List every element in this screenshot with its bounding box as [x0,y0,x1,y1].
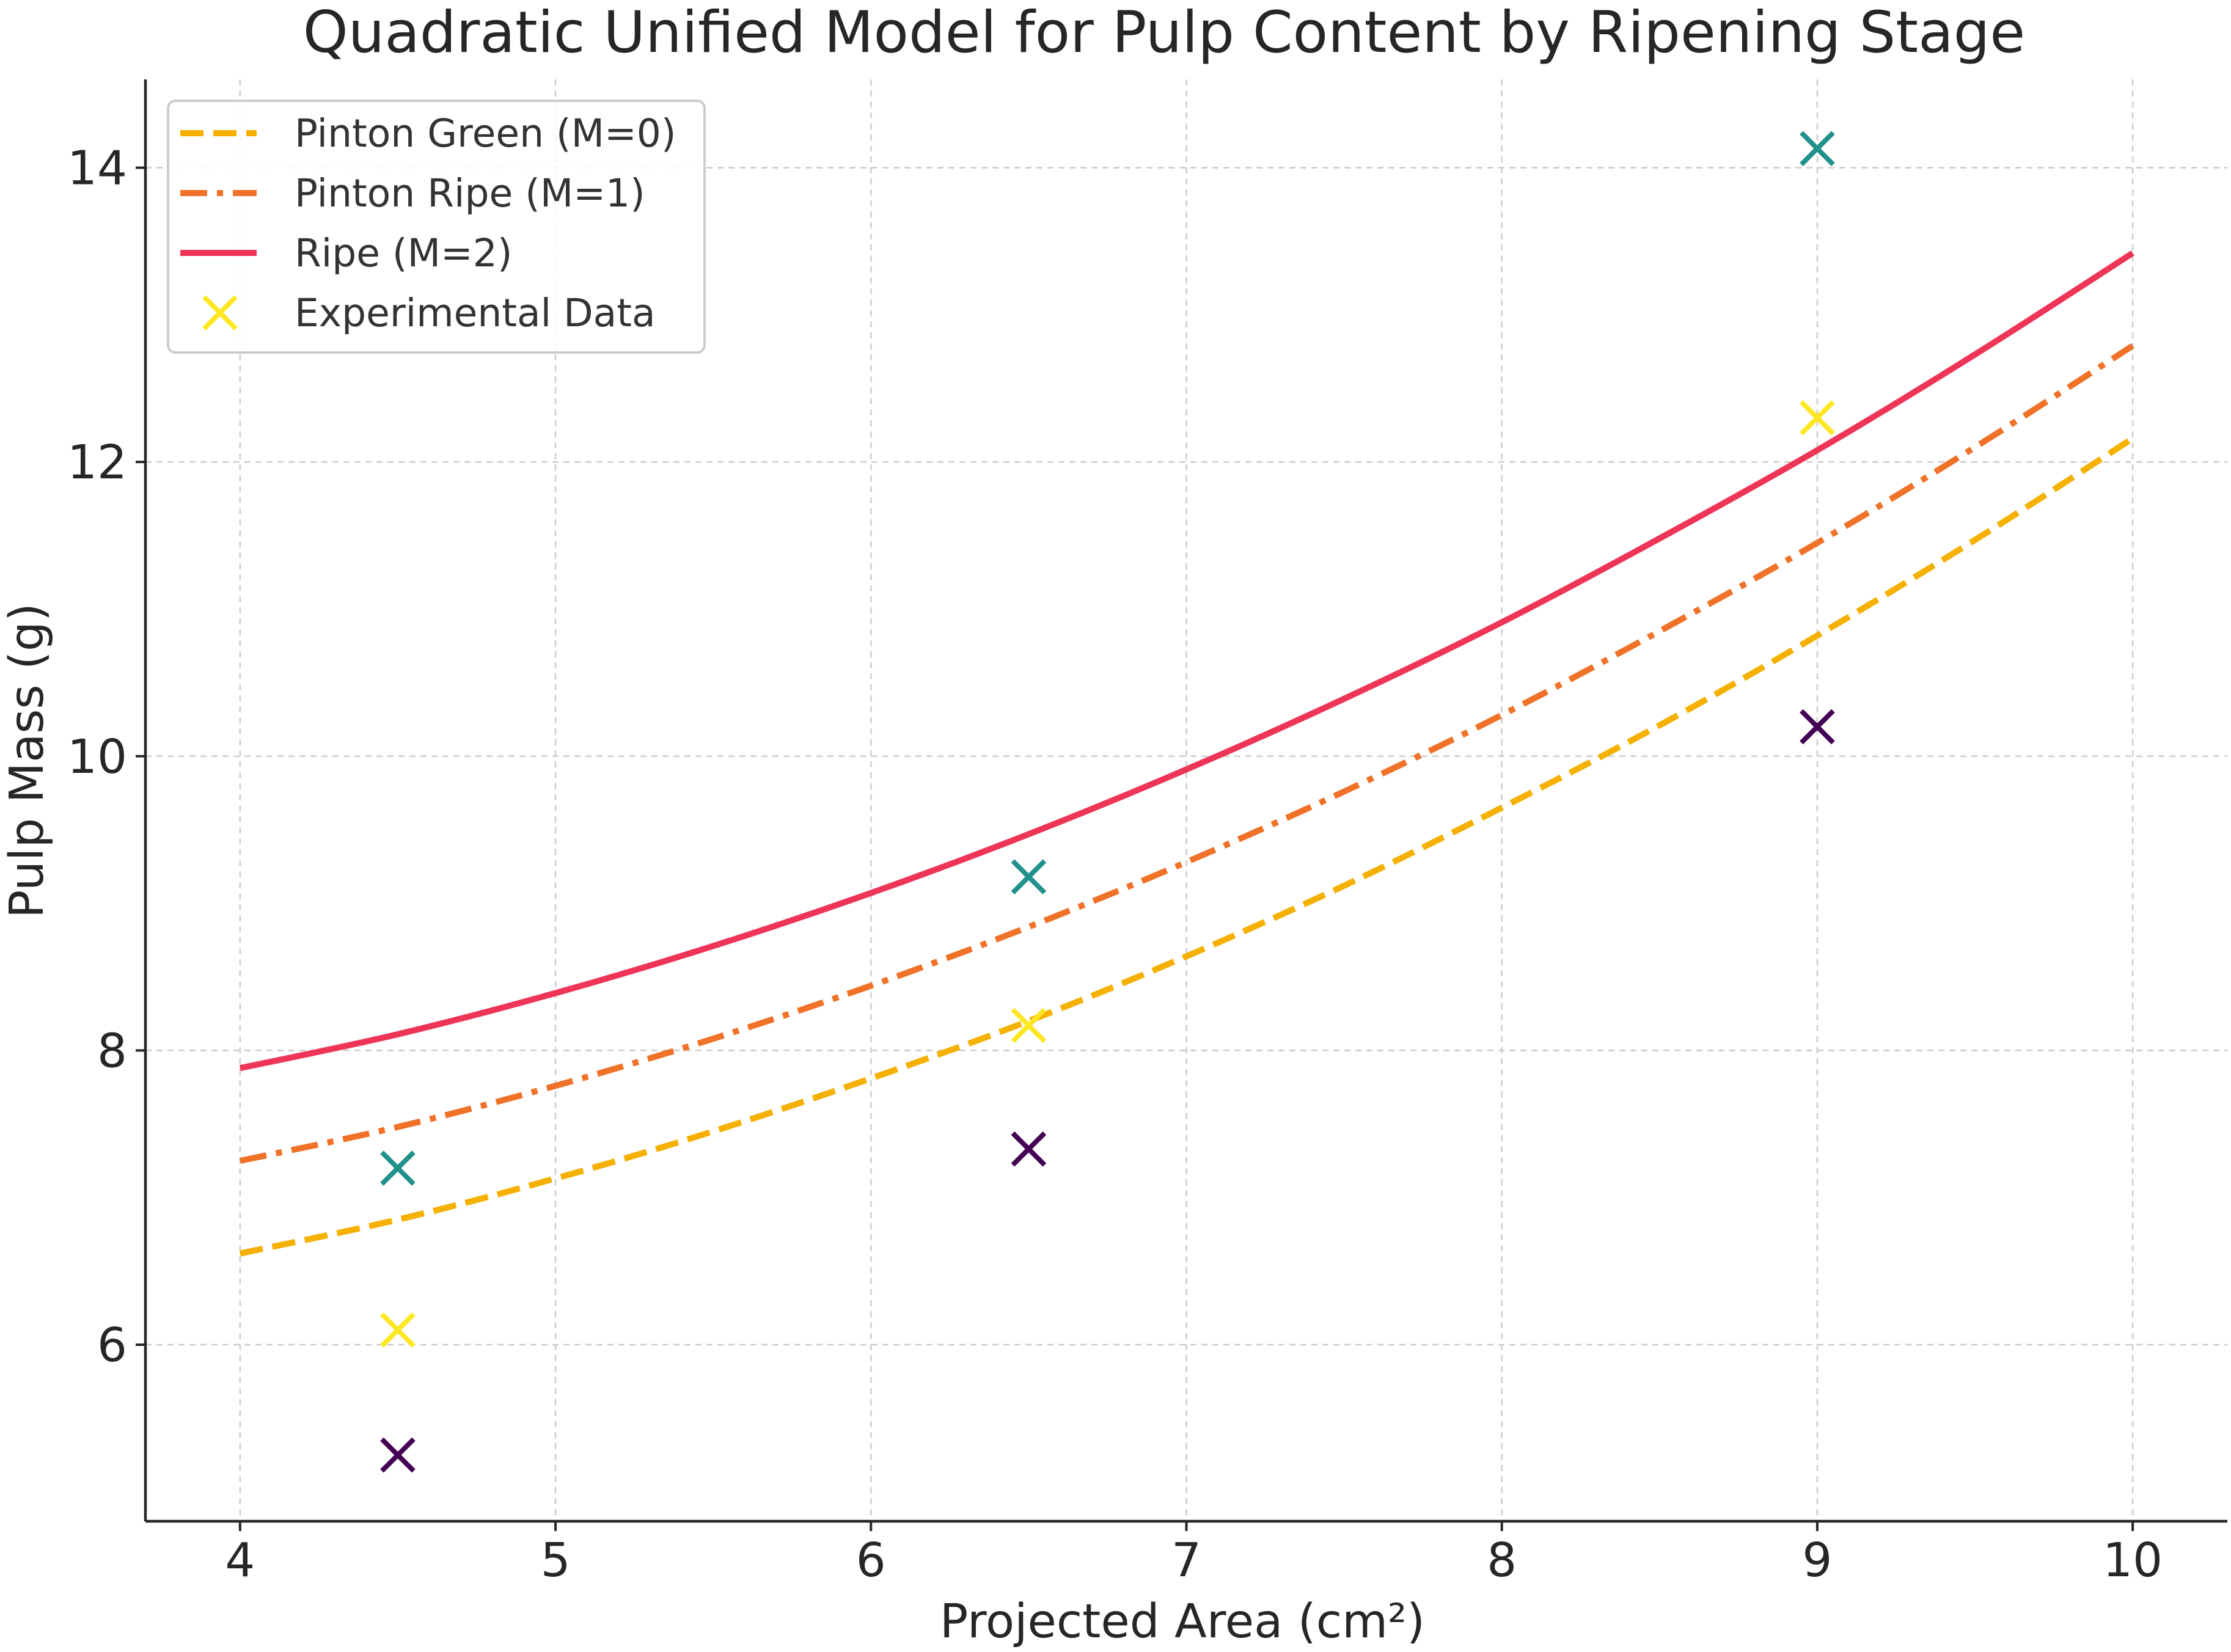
data-point-stroke [380,1150,416,1186]
legend: Pinton Green (M=0) Pinton Ripe (M=1) Ripe … [167,100,706,354]
data-point-stroke [380,1437,416,1473]
data-point [380,1150,416,1186]
data-point [1011,1131,1047,1167]
data-point [380,1312,416,1348]
data-point-stroke [1800,131,1835,167]
data-point [1800,131,1835,167]
x-tick-label: 9 [1802,1533,1832,1588]
y-tick-label: 12 [67,436,127,490]
series-line-pinton-green-m-0 [239,436,2134,1257]
y-tick-label: 8 [97,1024,127,1078]
x-tick-label: 4 [225,1533,255,1588]
series-line-ripe-m-2 [239,250,2134,1072]
y-tick-label: 14 [67,141,127,196]
y-axis-label: Pulp Mass (g) [0,603,54,918]
data-point-stroke [1011,1007,1047,1043]
data-point [1800,709,1835,745]
y-tick-label: 10 [67,730,127,784]
points-layer [380,131,1835,1473]
chart-title: Quadratic Unified Model for Pulp Content… [303,0,2026,66]
x-tick-label: 6 [856,1533,886,1588]
data-point [380,1437,416,1473]
legend-label: Pinton Ripe (M=1) [295,171,645,216]
legend-marker [202,295,238,331]
data-point-stroke [1800,400,1835,436]
x-tick-label: 5 [541,1533,571,1588]
legend-label: Experimental Data [295,291,656,335]
data-point-stroke [1800,709,1835,745]
series-layer [239,250,2134,1257]
legend-label: Pinton Green (M=0) [295,111,676,156]
data-point [1011,859,1047,895]
data-point [1800,400,1835,436]
data-point-stroke [1011,1131,1047,1167]
data-point-stroke [380,1312,416,1348]
x-axis-label: Projected Area (cm²) [940,1595,1425,1649]
x-tick-label: 10 [2103,1533,2163,1588]
data-point [1011,1007,1047,1043]
x-tick-label: 7 [1171,1533,1201,1588]
x-tick-label: 8 [1487,1533,1517,1588]
ticks: 4 5 6 7 8 9 10 6 8 10 12 14 [67,141,2163,1588]
legend-box [167,100,706,354]
y-tick-label: 6 [97,1318,127,1373]
legend-label: Ripe (M=2) [295,231,512,276]
data-point-stroke [1011,859,1047,895]
series-line-pinton-ripe-m-1 [239,343,2134,1164]
